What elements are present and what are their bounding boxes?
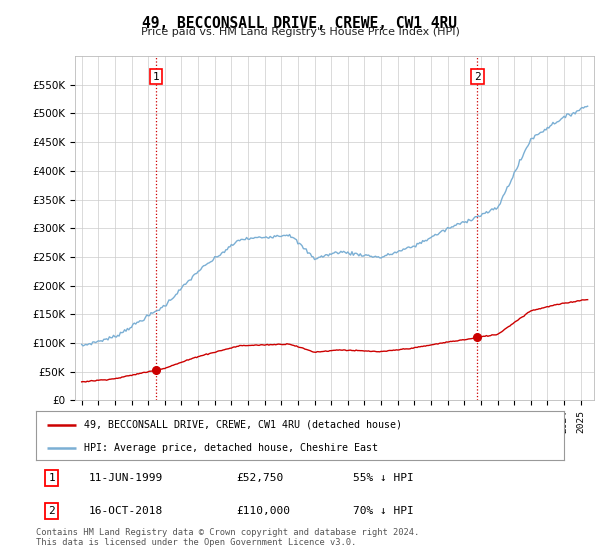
Text: Contains HM Land Registry data © Crown copyright and database right 2024.
This d: Contains HM Land Registry data © Crown c…: [36, 528, 419, 547]
Text: Price paid vs. HM Land Registry's House Price Index (HPI): Price paid vs. HM Land Registry's House …: [140, 27, 460, 37]
Text: 55% ↓ HPI: 55% ↓ HPI: [353, 473, 413, 483]
Text: 49, BECCONSALL DRIVE, CREWE, CW1 4RU (detached house): 49, BECCONSALL DRIVE, CREWE, CW1 4RU (de…: [83, 420, 401, 430]
Text: 2: 2: [474, 72, 481, 82]
Text: £110,000: £110,000: [236, 506, 290, 516]
Text: £52,750: £52,750: [236, 473, 284, 483]
Text: 1: 1: [49, 473, 55, 483]
Text: 1: 1: [152, 72, 159, 82]
Text: 11-JUN-1999: 11-JUN-1999: [89, 473, 163, 483]
Text: 2: 2: [49, 506, 55, 516]
Text: 49, BECCONSALL DRIVE, CREWE, CW1 4RU: 49, BECCONSALL DRIVE, CREWE, CW1 4RU: [143, 16, 458, 31]
Text: HPI: Average price, detached house, Cheshire East: HPI: Average price, detached house, Ches…: [83, 443, 377, 453]
Text: 70% ↓ HPI: 70% ↓ HPI: [353, 506, 413, 516]
Text: 16-OCT-2018: 16-OCT-2018: [89, 506, 163, 516]
